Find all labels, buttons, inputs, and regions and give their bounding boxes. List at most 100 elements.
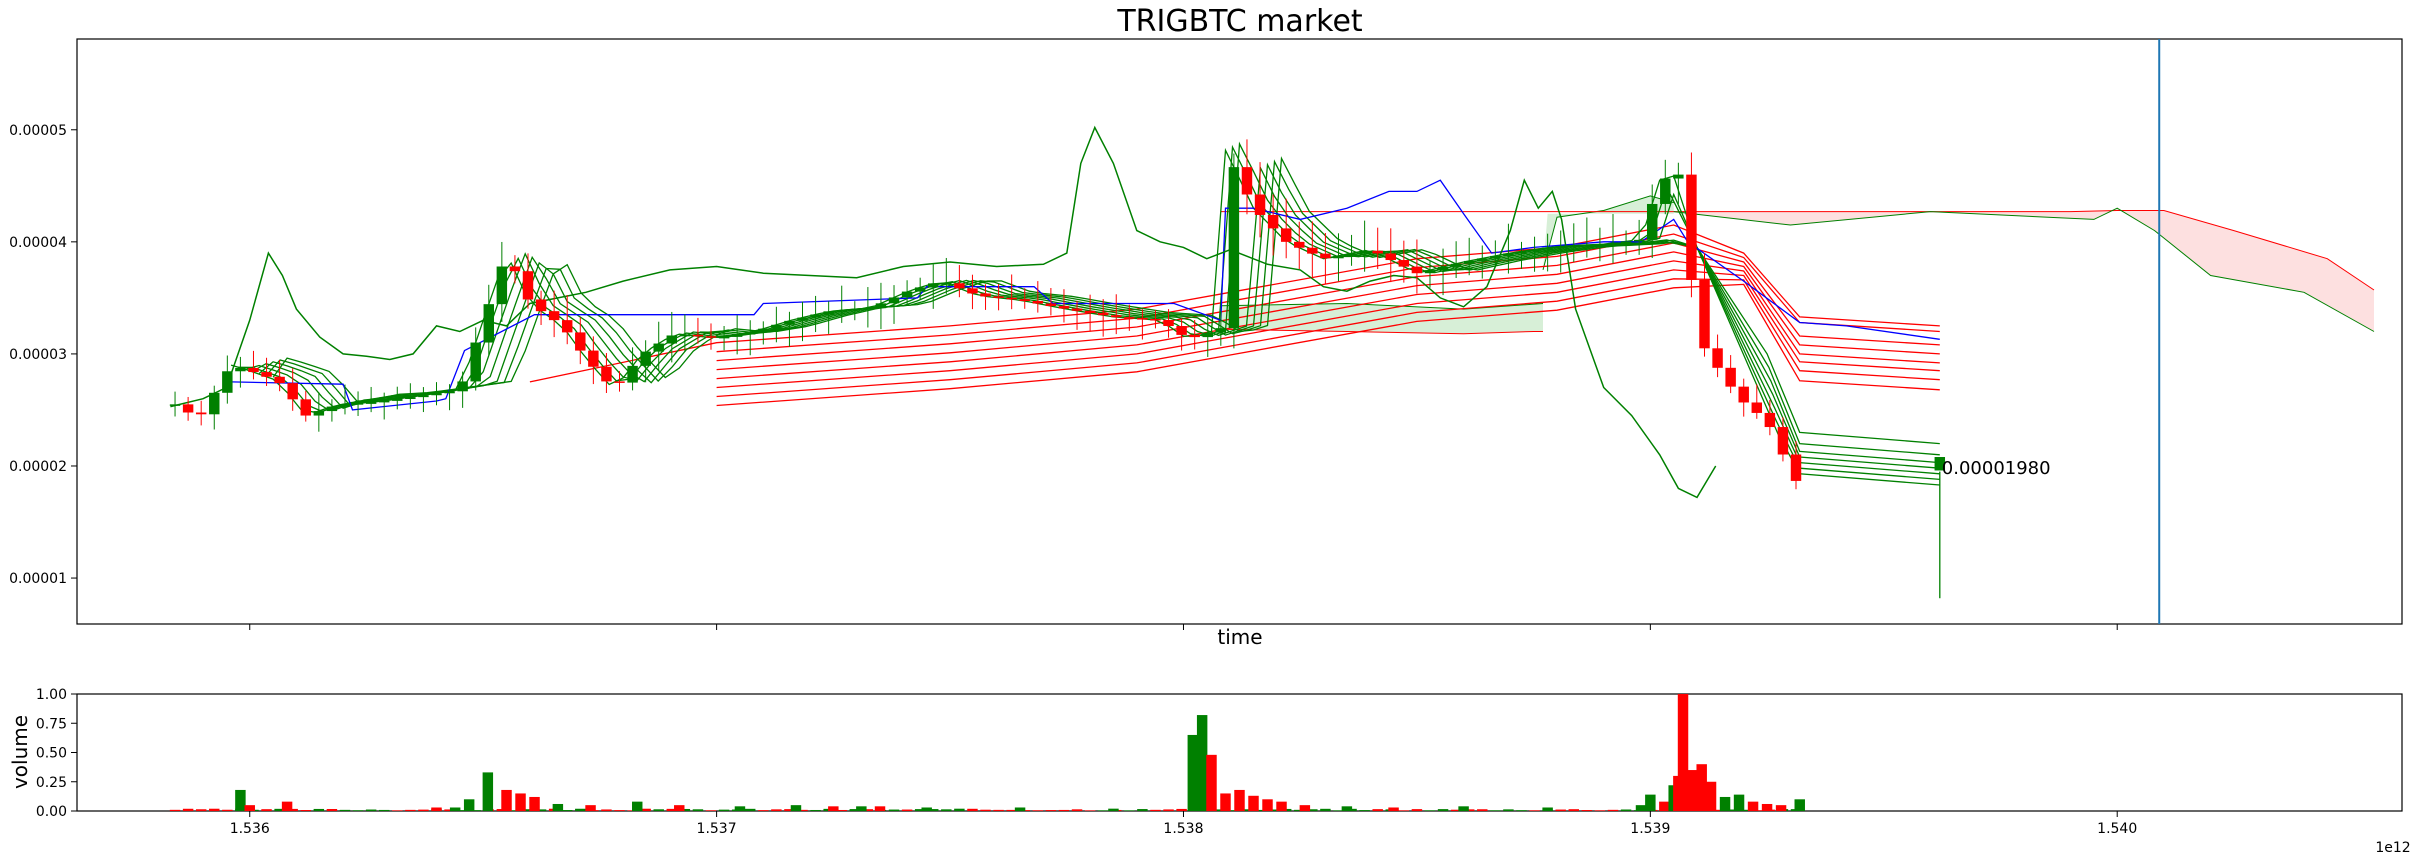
candle-down [1241, 167, 1253, 195]
chikou-line [170, 125, 1717, 499]
red-moving-average [716, 283, 1940, 407]
x-tick-label: 1.539 [1630, 821, 1670, 837]
candle-up [235, 367, 246, 372]
volume-bar [552, 803, 564, 811]
volume-bar [797, 809, 808, 811]
volume-bar [522, 809, 534, 811]
volume-bar [470, 810, 481, 811]
volume-bar [928, 809, 939, 811]
candle-up [470, 342, 481, 382]
volume-axis-title: volume [8, 715, 32, 789]
volume-bar [326, 809, 338, 811]
volume-bar [674, 805, 685, 811]
red-moving-average [716, 269, 1940, 389]
volume-bar [1568, 809, 1580, 811]
candle-down [1307, 247, 1318, 254]
candle-down [1058, 306, 1070, 309]
volume-bar [1761, 803, 1773, 811]
x-tick-label: 1.538 [1163, 821, 1203, 837]
candle-up [797, 317, 808, 321]
volume-bar [1775, 805, 1787, 811]
candle-up [1503, 253, 1514, 256]
volume-bar [535, 809, 547, 811]
candle-up [758, 328, 769, 333]
candle-down [692, 334, 704, 337]
volume-bar [1733, 794, 1745, 811]
volume-bar [1163, 809, 1174, 811]
candle-down [261, 372, 272, 377]
candle-down [1045, 303, 1057, 307]
candle-up [392, 399, 403, 401]
candle-down [993, 296, 1004, 298]
volume-bar [1206, 754, 1217, 811]
candle-down [287, 383, 298, 400]
red-moving-average [716, 278, 1940, 398]
volume-bar [1084, 810, 1096, 811]
price-y-tick-label: 0.00002 [9, 459, 67, 475]
volume-bar [431, 807, 442, 811]
candlesticks [169, 139, 1946, 490]
x-tick-label: 1.537 [697, 821, 737, 837]
candle-up [444, 391, 455, 394]
senkou-b-line [1220, 210, 2375, 291]
volume-y-axis: 0.00 0.25 0.50 0.75 1.00 [36, 687, 77, 820]
volume-bar [1097, 810, 1109, 811]
candle-up [771, 324, 782, 329]
volume-bar [744, 808, 756, 811]
volume-bar [1124, 810, 1135, 811]
candle-down [1176, 326, 1187, 335]
volume-bar [1032, 810, 1044, 811]
volume-bar [585, 805, 596, 811]
volume-bar [1187, 734, 1199, 811]
candle-up [666, 335, 678, 344]
volume-bar [365, 809, 377, 811]
candle-up [653, 343, 664, 352]
candle-down [1032, 301, 1044, 304]
candle-down [1411, 266, 1423, 274]
candle-down [1398, 260, 1410, 267]
candle-down [601, 366, 612, 382]
candle-up [849, 309, 861, 311]
price-y-tick-label: 0.00004 [9, 235, 67, 251]
volume-bar [1108, 808, 1119, 811]
candle-up [1424, 270, 1436, 274]
candle-down [1280, 228, 1292, 242]
volume-bar [209, 808, 220, 811]
candle-up [823, 311, 834, 315]
candle-up [457, 381, 468, 392]
price-y-tick-label: 0.00005 [9, 123, 67, 139]
volume-bar [1254, 809, 1266, 811]
price-panel: 0.00001 0.00002 0.00003 0.00004 0.00005 0.00… [9, 4, 2403, 649]
x-axis-title: time [1217, 625, 1262, 649]
volume-bar [169, 809, 181, 811]
candle-down [1163, 319, 1174, 327]
x-tick-label: 1.536 [230, 821, 270, 837]
volume-bar [1696, 764, 1707, 811]
candle-down [1294, 241, 1305, 248]
volume-bar [1490, 810, 1501, 811]
volume-bar [921, 807, 932, 811]
volume-bar [1607, 809, 1619, 811]
candle-down [1790, 454, 1802, 481]
volume-bar [1137, 809, 1148, 811]
volume-bar [244, 805, 255, 811]
volume-bar [1719, 796, 1731, 811]
volume-bar [692, 809, 704, 811]
volume-bar [1196, 715, 1208, 811]
candle-up [405, 397, 416, 400]
volume-bar [1333, 810, 1344, 811]
candle-up [1228, 167, 1240, 329]
volume-bar [734, 806, 746, 811]
candle-down [182, 404, 194, 413]
volume-bar [1450, 809, 1462, 811]
price-y-axis: 0.00001 0.00002 0.00003 0.00004 0.00005 [9, 123, 77, 587]
volume-bar [614, 810, 625, 811]
candle-down [1006, 297, 1017, 300]
volume-bar [339, 809, 351, 811]
red-moving-average [716, 251, 1940, 371]
volume-bar [1529, 810, 1540, 811]
candle-up [810, 314, 821, 318]
volume-bar [1262, 799, 1273, 811]
volume-bar [1659, 801, 1670, 811]
